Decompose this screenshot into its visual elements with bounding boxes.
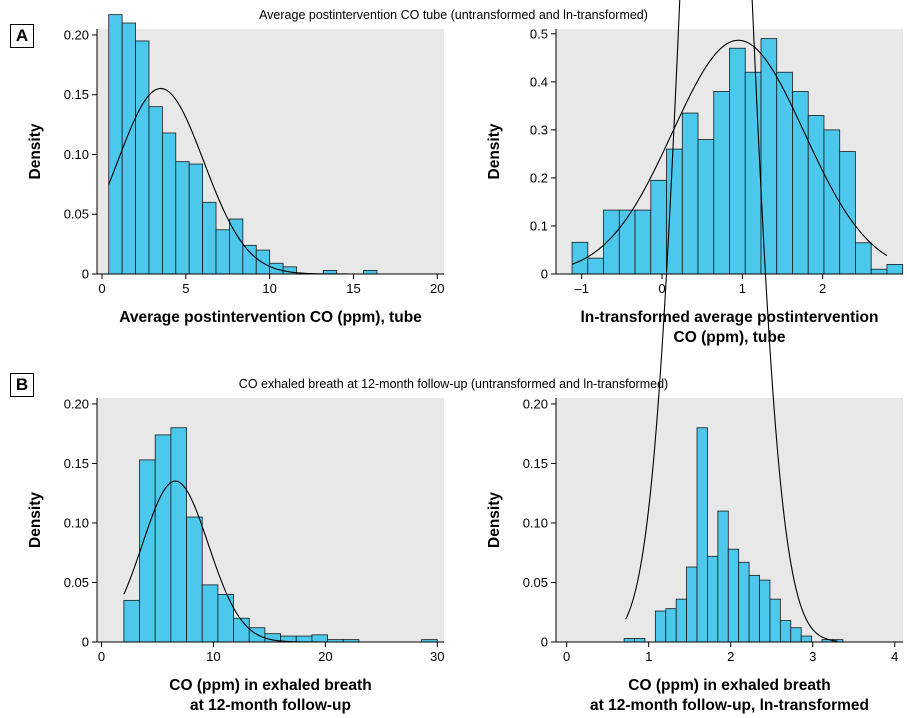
y-tick-label: 0.15 bbox=[64, 87, 89, 102]
histogram-bar bbox=[717, 510, 729, 643]
x-tick-label: 10 bbox=[262, 281, 276, 296]
x-axis-label: ln-transformed average postintervention bbox=[580, 309, 878, 326]
panel-b-title: CO exhaled breath at 12-month follow-up … bbox=[238, 377, 669, 391]
x-tick-label: 0 bbox=[98, 649, 105, 664]
x-axis-label: at 12-month follow-up bbox=[190, 697, 351, 714]
panel-a-title: Average postintervention CO tube (untran… bbox=[259, 8, 648, 22]
panel-label-a: A bbox=[10, 24, 34, 48]
x-tick-label: 3 bbox=[809, 649, 816, 664]
histogram-bar bbox=[665, 608, 677, 643]
y-tick-label: 0.05 bbox=[64, 207, 89, 222]
histogram-bar bbox=[675, 598, 687, 643]
histogram-bar bbox=[654, 610, 667, 643]
histogram-bar bbox=[686, 566, 698, 643]
normal-density-curve bbox=[571, 39, 888, 265]
histogram-bar bbox=[623, 638, 635, 643]
y-tick-label: 0 bbox=[82, 267, 89, 282]
x-axis-label: at 12-month follow-up, ln-transformed bbox=[590, 697, 869, 714]
histogram-bar bbox=[696, 427, 708, 643]
y-tick-label: 0.15 bbox=[523, 456, 548, 471]
histogram-bar bbox=[634, 638, 646, 643]
histogram-bar bbox=[707, 555, 719, 643]
y-tick-label: 0.15 bbox=[64, 456, 89, 471]
histogram-bar bbox=[748, 574, 760, 643]
x-tick-label: 5 bbox=[182, 281, 189, 296]
x-tick-label: 4 bbox=[891, 649, 898, 664]
histogram-bar bbox=[800, 635, 813, 643]
y-tick-label: 0.05 bbox=[64, 575, 89, 590]
x-tick-label: 0 bbox=[98, 281, 105, 296]
x-tick-label: 2 bbox=[819, 281, 826, 296]
y-tick-label: 0.10 bbox=[64, 515, 89, 530]
x-tick-label: 30 bbox=[430, 649, 444, 664]
y-tick-label: 0.20 bbox=[523, 396, 548, 411]
x-tick-label: 10 bbox=[206, 649, 220, 664]
y-tick-label: 0.1 bbox=[530, 218, 548, 233]
x-axis-label: Average postintervention CO (ppm), tube bbox=[119, 309, 422, 326]
y-tick-label: 0.05 bbox=[523, 575, 548, 590]
y-tick-label: 0 bbox=[541, 267, 548, 282]
normal-density-curve bbox=[625, 0, 838, 642]
histogram-bar bbox=[790, 627, 802, 643]
x-tick-label: 0 bbox=[563, 649, 570, 664]
y-tick-label: 0.5 bbox=[530, 26, 548, 41]
x-tick-label: 1 bbox=[739, 281, 746, 296]
histogram-bar bbox=[779, 620, 792, 643]
x-tick-label: 20 bbox=[318, 649, 332, 664]
y-tick-label: 0.20 bbox=[64, 396, 89, 411]
panel-label-b: B bbox=[10, 373, 34, 397]
y-tick-label: 0.2 bbox=[530, 170, 548, 185]
x-tick-label: 15 bbox=[346, 281, 360, 296]
x-tick-label: 2 bbox=[727, 649, 734, 664]
x-axis-label: CO (ppm) in exhaled breath bbox=[169, 677, 371, 694]
x-tick-label: 0 bbox=[658, 281, 665, 296]
histogram-bar bbox=[769, 598, 781, 643]
histogram-bar bbox=[738, 561, 750, 643]
histogram-bar bbox=[727, 548, 740, 643]
y-tick-label: 0.4 bbox=[530, 74, 548, 89]
x-tick-label: 1 bbox=[645, 649, 652, 664]
y-axis-label: Density bbox=[486, 492, 503, 548]
x-tick-label: –1 bbox=[574, 281, 588, 296]
y-axis-label: Density bbox=[27, 492, 44, 548]
x-axis-label: CO (ppm) in exhaled breath bbox=[628, 677, 830, 694]
y-tick-label: 0.10 bbox=[64, 147, 89, 162]
y-axis-label: Density bbox=[27, 123, 44, 179]
y-tick-label: 0 bbox=[541, 635, 548, 650]
y-tick-label: 0.10 bbox=[523, 515, 548, 530]
y-tick-label: 0.3 bbox=[530, 122, 548, 137]
histogram-bar bbox=[759, 579, 771, 643]
x-tick-label: 20 bbox=[430, 281, 444, 296]
y-tick-label: 0 bbox=[82, 635, 89, 650]
y-tick-label: 0.20 bbox=[64, 27, 89, 42]
y-axis-label: Density bbox=[486, 123, 503, 179]
x-axis-label: CO (ppm), tube bbox=[674, 329, 786, 346]
